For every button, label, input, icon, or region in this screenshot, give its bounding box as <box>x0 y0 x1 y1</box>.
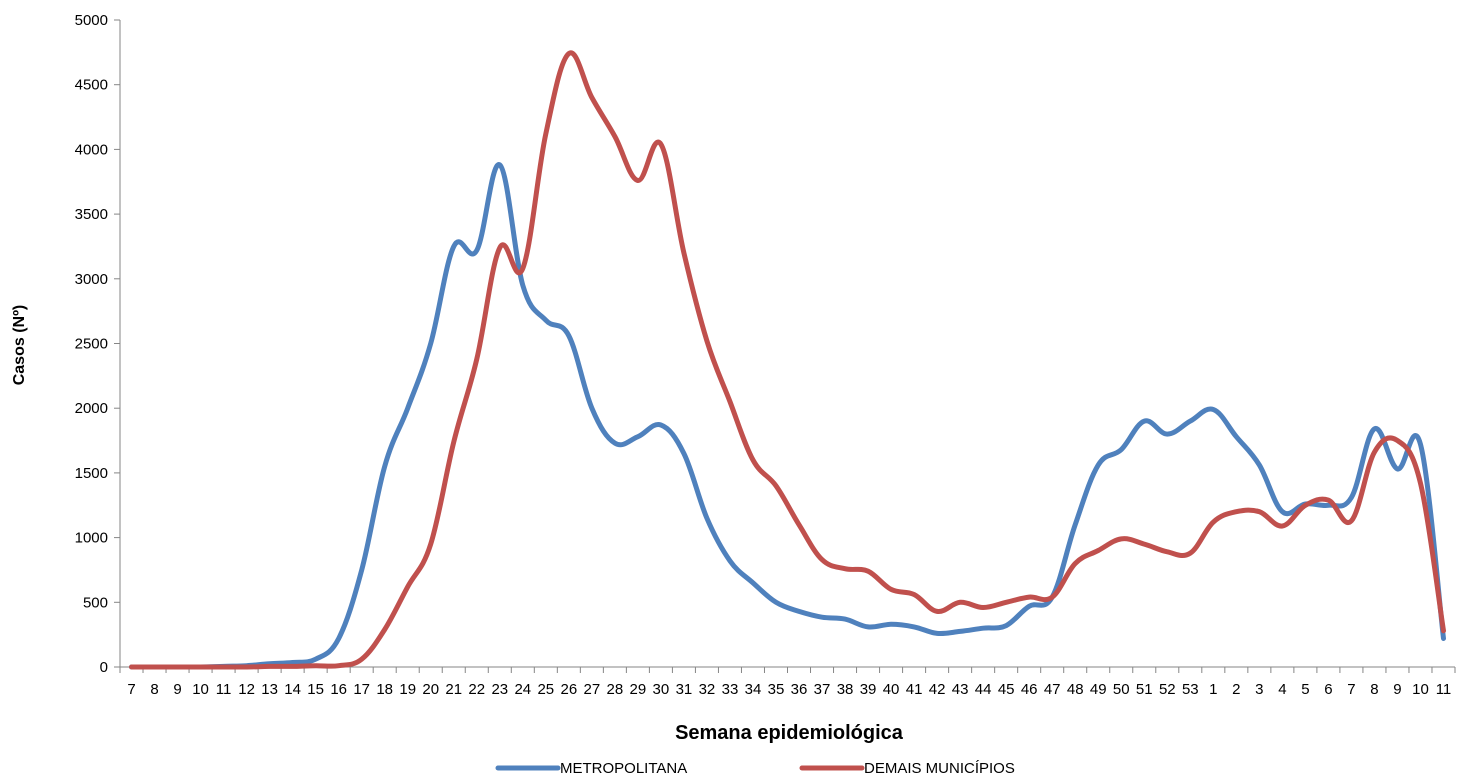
y-tick-label: 500 <box>83 594 108 611</box>
x-tick-label: 44 <box>975 681 992 698</box>
x-tick-label: 27 <box>584 681 601 698</box>
legend-label: DEMAIS MUNICÍPIOS <box>864 760 1015 777</box>
x-tick-label: 11 <box>216 681 232 698</box>
x-tick-label: 6 <box>1324 681 1332 698</box>
x-tick-label: 53 <box>1182 681 1199 698</box>
x-tick-label: 7 <box>1347 681 1355 698</box>
x-tick-label: 26 <box>560 681 577 698</box>
legend: METROPOLITANA DEMAIS MUNICÍPIOS <box>495 760 1015 777</box>
x-tick-label: 30 <box>653 681 670 698</box>
x-tick-label: 46 <box>1021 681 1038 698</box>
x-tick-label: 41 <box>906 681 923 698</box>
y-tick-label: 4000 <box>75 141 108 158</box>
y-tick-label: 3000 <box>75 271 108 288</box>
x-tick-label: 50 <box>1113 681 1130 698</box>
x-tick-label: 15 <box>307 681 324 698</box>
x-tick-label: 33 <box>722 681 739 698</box>
series-line-metropolitana <box>129 162 1446 670</box>
x-tick-label: 49 <box>1090 681 1107 698</box>
x-tick-label: 32 <box>699 681 716 698</box>
x-tick-label: 48 <box>1067 681 1084 698</box>
x-tick-label: 16 <box>330 681 347 698</box>
x-tick-label: 42 <box>929 681 946 698</box>
y-tick-label: 3500 <box>75 206 108 223</box>
legend-label: METROPOLITANA <box>560 760 687 777</box>
x-tick-label: 36 <box>791 681 808 698</box>
x-tick-label: 38 <box>837 681 854 698</box>
y-tick-label: 2000 <box>75 400 108 417</box>
x-tick-label: 40 <box>883 681 900 698</box>
x-tick-label: 22 <box>468 681 485 698</box>
x-tick-label: 25 <box>537 681 554 698</box>
x-tick-label: 45 <box>998 681 1015 698</box>
x-axis-ticks: 7 8 9 10 11 12 13 14 15 16 17 18 19 20 21 22 23 24 25 26 27 2… <box>119 667 1456 698</box>
x-tick-label: 31 <box>676 681 693 698</box>
x-tick-label: 17 <box>353 681 370 698</box>
y-tick-label: 1500 <box>75 465 108 482</box>
x-tick-label: 43 <box>952 681 969 698</box>
x-tick-label: 7 <box>127 681 135 698</box>
series-line-demais-municipios <box>129 50 1446 670</box>
x-tick-label: 5 <box>1301 681 1309 698</box>
x-tick-label: 9 <box>173 681 181 698</box>
y-axis-title: Casos (Nº) <box>11 305 28 386</box>
x-tick-label: 8 <box>1370 681 1378 698</box>
series-lines <box>129 50 1446 670</box>
x-axis-title: Semana epidemiológica <box>675 722 904 744</box>
y-axis-ticks: 0 500 1000 1500 2000 2500 3000 3500 4000 4500 5000 <box>75 12 120 676</box>
x-tick-label: 8 <box>150 681 158 698</box>
x-tick-label: 3 <box>1255 681 1263 698</box>
x-tick-label: 35 <box>768 681 785 698</box>
x-tick-label: 1 <box>1209 681 1217 698</box>
x-tick-label: 9 <box>1393 681 1401 698</box>
x-tick-label: 21 <box>445 681 462 698</box>
x-tick-label: 24 <box>514 681 531 698</box>
x-tick-label: 11 <box>1436 681 1452 698</box>
x-tick-label: 47 <box>1044 681 1061 698</box>
x-tick-label: 39 <box>860 681 877 698</box>
x-tick-label: 2 <box>1232 681 1240 698</box>
y-tick-label: 1000 <box>75 530 108 547</box>
x-tick-label: 19 <box>399 681 416 698</box>
x-tick-label: 14 <box>284 681 301 698</box>
x-tick-label: 18 <box>376 681 393 698</box>
x-tick-label: 13 <box>261 681 278 698</box>
y-tick-label: 2500 <box>75 336 108 353</box>
x-tick-label: 20 <box>422 681 439 698</box>
x-tick-label: 34 <box>745 681 762 698</box>
x-tick-label: 10 <box>1412 681 1429 698</box>
x-tick-label: 28 <box>607 681 624 698</box>
x-tick-label: 37 <box>814 681 831 698</box>
x-tick-label: 52 <box>1159 681 1176 698</box>
y-tick-label: 0 <box>100 659 108 676</box>
y-tick-label: 5000 <box>75 12 108 29</box>
x-tick-label: 12 <box>238 681 255 698</box>
x-tick-label: 23 <box>491 681 508 698</box>
x-tick-label: 29 <box>630 681 647 698</box>
x-tick-label: 10 <box>192 681 209 698</box>
y-tick-label: 4500 <box>75 77 108 94</box>
x-tick-label: 51 <box>1136 681 1153 698</box>
x-tick-label: 4 <box>1278 681 1286 698</box>
